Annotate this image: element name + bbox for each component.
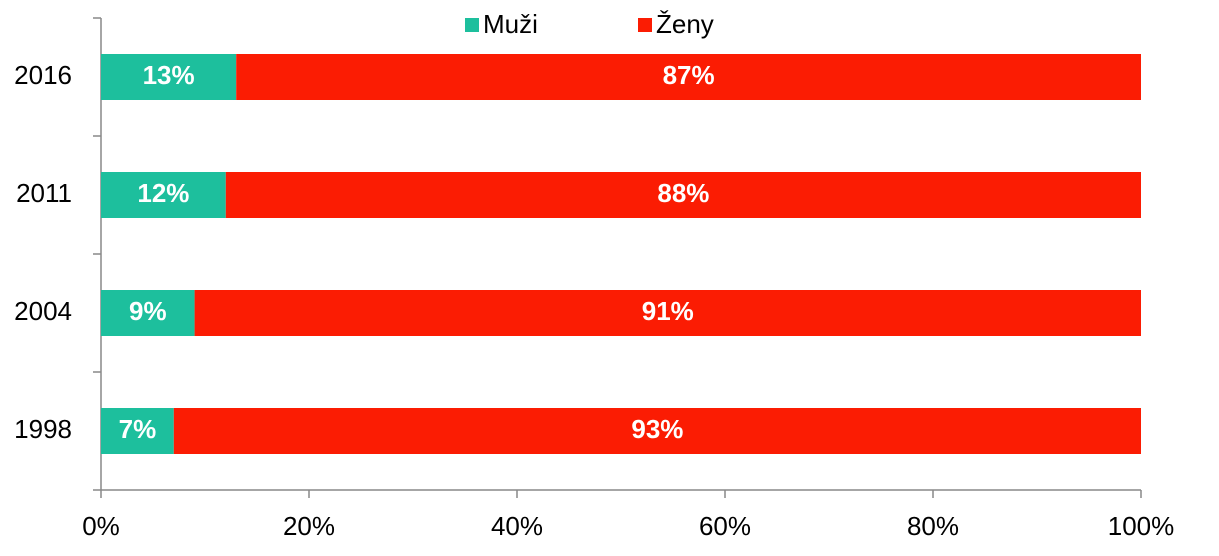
value-label: 93% [631, 414, 683, 444]
x-tick-label: 60% [699, 511, 751, 541]
x-tick-label: 100% [1108, 511, 1175, 541]
bar-segment [101, 54, 237, 100]
bar-segment [101, 408, 174, 454]
y-tick-label: 2016 [14, 60, 72, 90]
bar-segment [173, 408, 1142, 454]
legend-swatch [465, 18, 479, 32]
x-tick-label: 0% [82, 511, 120, 541]
value-label: 91% [642, 296, 694, 326]
y-tick-label: 2011 [16, 178, 72, 208]
value-label: 12% [137, 178, 189, 208]
x-tick-label: 20% [283, 511, 335, 541]
bar-segment [101, 290, 195, 336]
x-tick-label: 40% [491, 511, 543, 541]
value-label: 87% [663, 60, 715, 90]
bar-segment [236, 54, 1141, 100]
value-label: 9% [129, 296, 167, 326]
bar-segment [194, 290, 1142, 336]
legend-label: Muži [483, 9, 538, 39]
y-tick-label: 1998 [14, 414, 72, 444]
value-label: 7% [119, 414, 157, 444]
y-tick-label: 2004 [14, 296, 72, 326]
value-label: 13% [143, 60, 195, 90]
value-label: 88% [657, 178, 709, 208]
bar-segment [225, 172, 1142, 218]
legend-swatch [638, 18, 652, 32]
bar-segment [101, 172, 226, 218]
x-tick-label: 80% [907, 511, 959, 541]
legend-label: Ženy [656, 9, 714, 39]
